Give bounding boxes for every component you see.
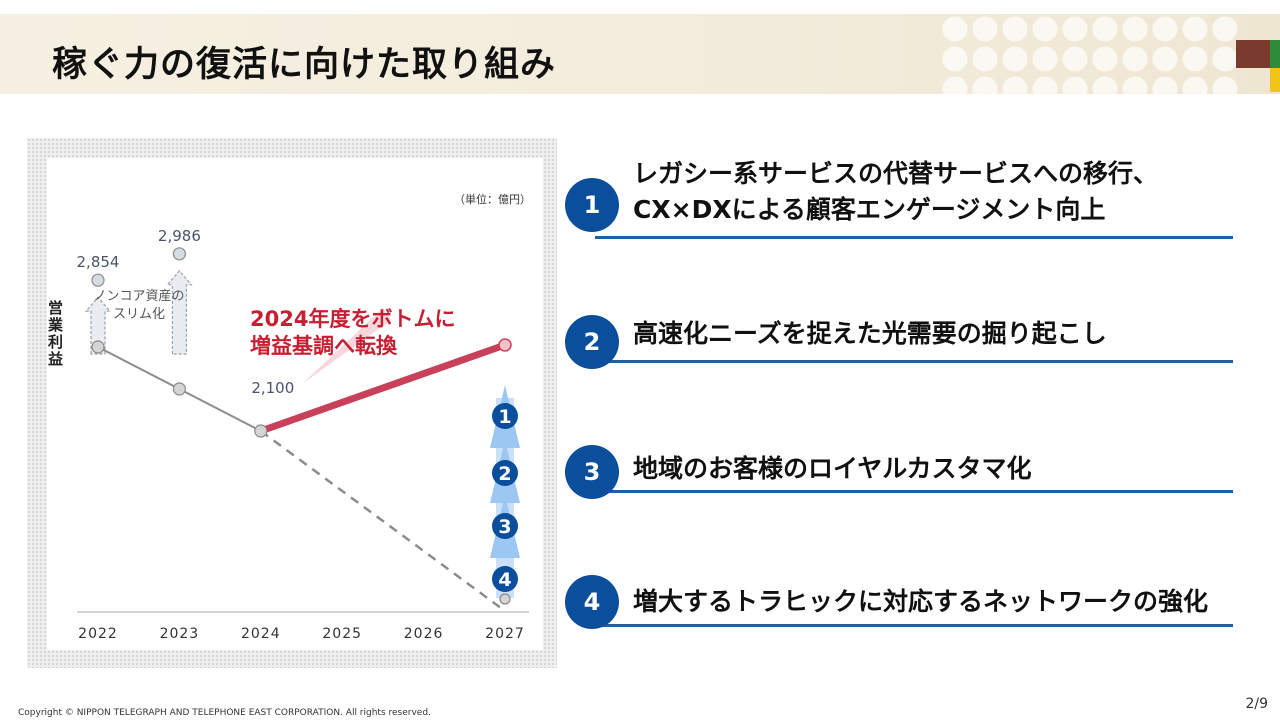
y-axis-label: 営業利益 — [47, 299, 64, 368]
step-number: 1 — [498, 406, 511, 428]
initiative-number: 3 — [565, 445, 619, 499]
x-tick-label: 2024 — [241, 626, 281, 642]
initiative-item-4: 4 増大するトラヒックに対応するネットワークの強化 — [565, 570, 1255, 629]
operating-profit-chart: 2022 2023 2024 2025 2026 2027 （単位：億円） 営業利益 ノンコア資… — [47, 192, 531, 642]
initiative-underline — [595, 360, 1233, 363]
data-point — [172, 382, 186, 396]
brand-square-brown — [1236, 40, 1270, 68]
initiative-item-1: 1 レガシー系サービスの代替サービスへの移行、 CX×DXによる顧客エンゲージメント… — [565, 150, 1255, 240]
step-circle — [492, 460, 518, 486]
initiative-underline — [595, 624, 1233, 627]
initiative-number: 1 — [565, 178, 619, 232]
page-title: 稼ぐ力の復活に向けた取り組み — [52, 45, 557, 85]
initiative-text-line2: CX×DXによる顧客エンゲージメント向上 — [633, 195, 1106, 224]
noncore-arrow — [166, 269, 193, 355]
target-point — [498, 338, 512, 352]
header-banner — [0, 14, 1280, 94]
step-arrow-shaft — [496, 398, 514, 598]
data-point — [254, 424, 268, 438]
series-line-solid-red — [259, 341, 507, 435]
noncore-arrow — [84, 296, 112, 355]
step-circle — [492, 566, 518, 592]
x-tick-label: 2023 — [160, 626, 200, 642]
chart-area: 2022 2023 2024 2025 2026 2027 （単位：億円） 営業利益 ノンコア資… — [47, 158, 543, 650]
initiative-text-line1: 増大するトラヒックに対応するネットワークの強化 — [633, 587, 1209, 616]
initiative-text-line1: レガシー系サービスの代替サービスへの移行、 — [633, 159, 1159, 188]
brand-square-yellow — [1270, 68, 1280, 92]
peak-point — [172, 247, 186, 261]
step-circle — [492, 513, 518, 539]
x-tick-label: 2026 — [404, 626, 444, 642]
brand-square-green — [1270, 40, 1280, 68]
step-number: 3 — [498, 516, 511, 538]
x-tick-label: 2022 — [78, 626, 118, 642]
data-point — [91, 340, 105, 354]
initiative-number: 4 — [565, 575, 619, 629]
step-circle — [492, 403, 518, 429]
initiative-underline — [595, 236, 1233, 239]
noncore-label-line1: ノンコア資産の — [93, 288, 184, 304]
decline-end-point — [499, 593, 511, 605]
bottom-annotation-line1: 2024年度をボトムに — [250, 307, 455, 331]
peak-value-label: 2,986 — [158, 227, 201, 245]
initiative-underline — [595, 490, 1233, 493]
initiative-item-2: 2 高速化ニーズを捉えた光需要の掘り起こし — [565, 310, 1255, 369]
data-value-label: 2,100 — [251, 379, 294, 397]
noncore-label-line2: スリム化 — [113, 307, 165, 322]
copyright: Copyright © NIPPON TELEGRAPH AND TELEPHO… — [18, 708, 431, 718]
step-number: 2 — [498, 463, 511, 485]
x-tick-label: 2025 — [322, 626, 362, 642]
bottom-annotation-line2: 増益基調へ転換 — [250, 334, 398, 358]
peak-value-label: 2,854 — [77, 253, 120, 271]
bottom-pointer — [302, 308, 391, 384]
page-number: 2/9 — [1245, 696, 1268, 712]
header-pattern — [940, 14, 1240, 94]
initiative-text-line1: 地域のお客様のロイヤルカスタマ化 — [633, 454, 1032, 483]
chart-panel: 2022 2023 2024 2025 2026 2027 （単位：億円） 営業利益 ノンコア資… — [27, 138, 557, 668]
step-number: 4 — [498, 569, 511, 591]
initiative-number: 2 — [565, 315, 619, 369]
initiative-item-3: 3 地域のお客様のロイヤルカスタマ化 — [565, 442, 1255, 499]
series-line-dashed-gray — [260, 429, 506, 613]
unit-label: （単位：億円） — [454, 192, 531, 206]
initiative-text-line1: 高速化ニーズを捉えた光需要の掘り起こし — [633, 319, 1107, 348]
x-tick-label: 2027 — [485, 626, 525, 642]
peak-point — [91, 273, 105, 287]
